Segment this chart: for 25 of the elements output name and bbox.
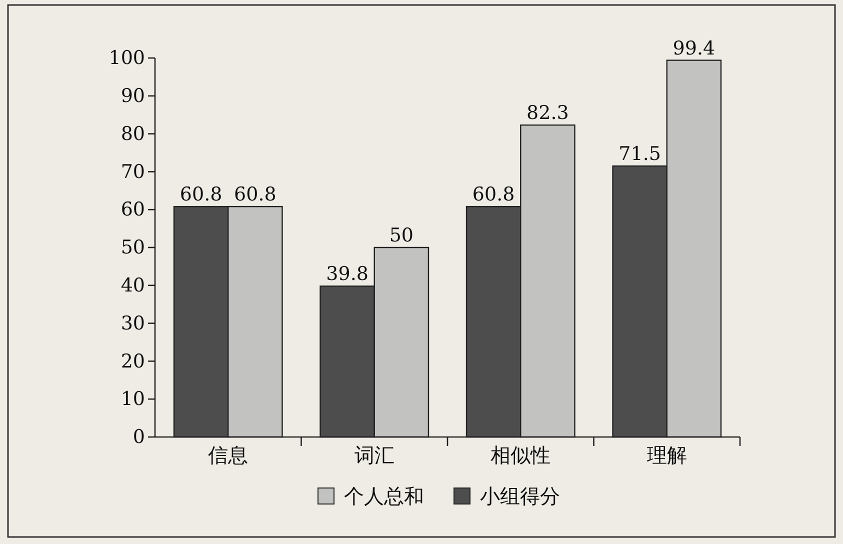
x-tick-label: 词汇 (354, 443, 394, 467)
x-tick-label: 理解 (646, 443, 687, 467)
x-tick-label: 信息 (208, 443, 248, 467)
y-tick-label: 0 (132, 426, 145, 448)
y-tick-label: 50 (120, 236, 145, 259)
y-tick-label: 70 (120, 160, 145, 183)
data-label: 99.4 (672, 37, 716, 60)
legend-label: 小组得分 (480, 484, 560, 508)
y-tick-label: 30 (120, 312, 145, 334)
y-tick-label: 20 (120, 350, 145, 372)
data-label: 60.8 (472, 184, 515, 206)
x-tick-label: 相似性 (490, 443, 551, 467)
y-tick-label: 80 (120, 122, 145, 145)
data-label: 60.8 (234, 184, 276, 206)
y-tick-label: 90 (120, 84, 145, 107)
data-label: 71.5 (618, 143, 661, 166)
data-label: 60.8 (180, 184, 222, 206)
legend-label: 个人总和 (344, 484, 424, 508)
y-tick-label: 40 (120, 274, 145, 296)
y-tick-label: 60 (120, 198, 145, 221)
data-label: 82.3 (526, 102, 569, 124)
data-label: 50 (389, 224, 414, 246)
data-label: 39.8 (326, 263, 368, 286)
y-tick-label: 100 (108, 47, 145, 70)
y-tick-label: 10 (120, 388, 145, 410)
